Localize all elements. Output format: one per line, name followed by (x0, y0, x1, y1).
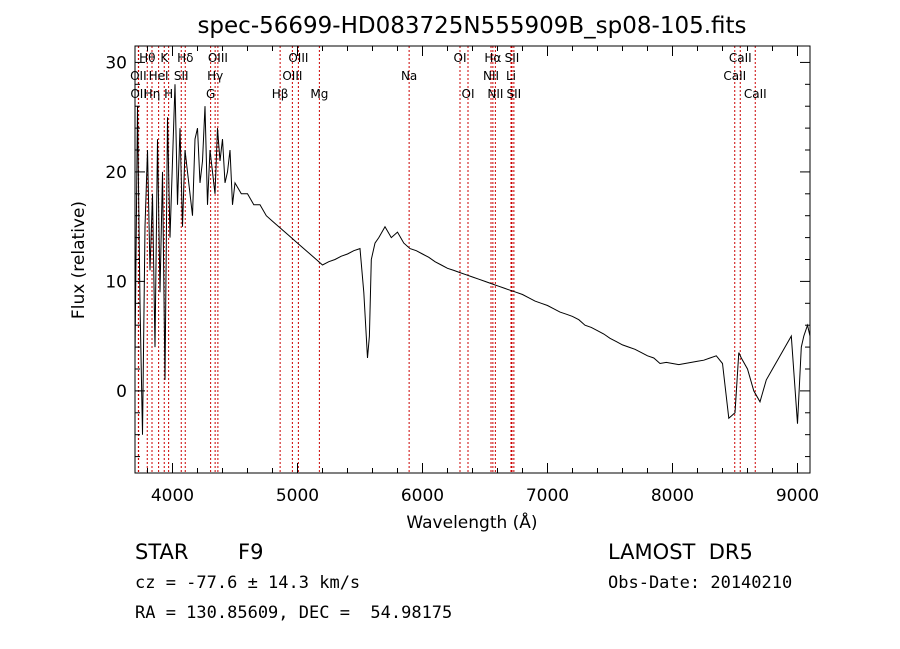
coordinates: RA = 130.85609, DEC = 54.98175 (135, 603, 453, 623)
line-label-5: Hη (144, 87, 161, 101)
line-label-1: OII (130, 69, 147, 83)
x-tick-label: 7000 (526, 486, 569, 506)
x-tick-label: 4000 (151, 486, 194, 506)
line-label-18: OI (462, 87, 475, 101)
y-tick-label: 0 (116, 382, 127, 402)
spectrum-plot: spec-56699-HD083725N555909B_sp08-105.fit… (69, 13, 819, 533)
y-tick-label: 30 (105, 53, 127, 73)
line-markers (137, 46, 756, 473)
line-label-8: H (164, 87, 173, 101)
chart-title: spec-56699-HD083725N555909B_sp08-105.fit… (197, 13, 746, 39)
line-label-10: Hγ (207, 69, 223, 83)
line-label-16: Na (401, 69, 417, 83)
x-axis: 4000 5000 6000 7000 8000 9000 (147, 46, 819, 506)
object-type: STAR (135, 540, 189, 564)
line-label-17: OI (454, 51, 467, 65)
line-label-15: Mg (310, 87, 328, 101)
line-label-20: NII (483, 69, 499, 83)
observation-date: Obs-Date: 20140210 (608, 573, 793, 593)
x-axis-label: Wavelength (Å) (406, 511, 537, 533)
line-label-23: Li (506, 69, 516, 83)
survey-label: LAMOST DR5 (608, 540, 753, 564)
line-label-7: SII (174, 69, 189, 83)
subclass: F9 (238, 540, 264, 564)
x-tick-label: 9000 (776, 486, 819, 506)
y-axis: 0 10 20 30 (105, 53, 810, 458)
x-tick-label: 6000 (401, 486, 444, 506)
line-label-9: OIII (208, 51, 228, 65)
line-label-4: HeI (149, 69, 169, 83)
redshift-info: cz = -77.6 ± 14.3 km/s (135, 573, 361, 593)
line-label-6: Hδ (177, 51, 193, 65)
line-label-19: Hα (484, 51, 501, 65)
y-tick-label: 10 (105, 272, 127, 292)
line-label-14: Hβ (272, 87, 289, 101)
line-label-26: CaII (723, 69, 746, 83)
plot-frame (134, 45, 811, 474)
line-label-13: OIII (282, 69, 302, 83)
line-label-0: Hθ (139, 51, 155, 65)
line-label-27: CaII (744, 87, 767, 101)
line-label-25: CaII (729, 51, 752, 65)
y-tick-label: 20 (105, 163, 127, 183)
x-tick-label: 8000 (651, 486, 694, 506)
line-label-22: SII (505, 51, 520, 65)
line-label-3: K (160, 51, 169, 65)
line-label-21: NII (487, 87, 503, 101)
line-label-2: OII (130, 87, 147, 101)
line-label-24: SII (507, 87, 522, 101)
line-label-11: G (206, 87, 215, 101)
spectrum-line (134, 84, 811, 435)
y-axis-label: Flux (relative) (69, 201, 89, 319)
x-tick-label: 5000 (276, 486, 319, 506)
line-label-12: OIII (288, 51, 308, 65)
